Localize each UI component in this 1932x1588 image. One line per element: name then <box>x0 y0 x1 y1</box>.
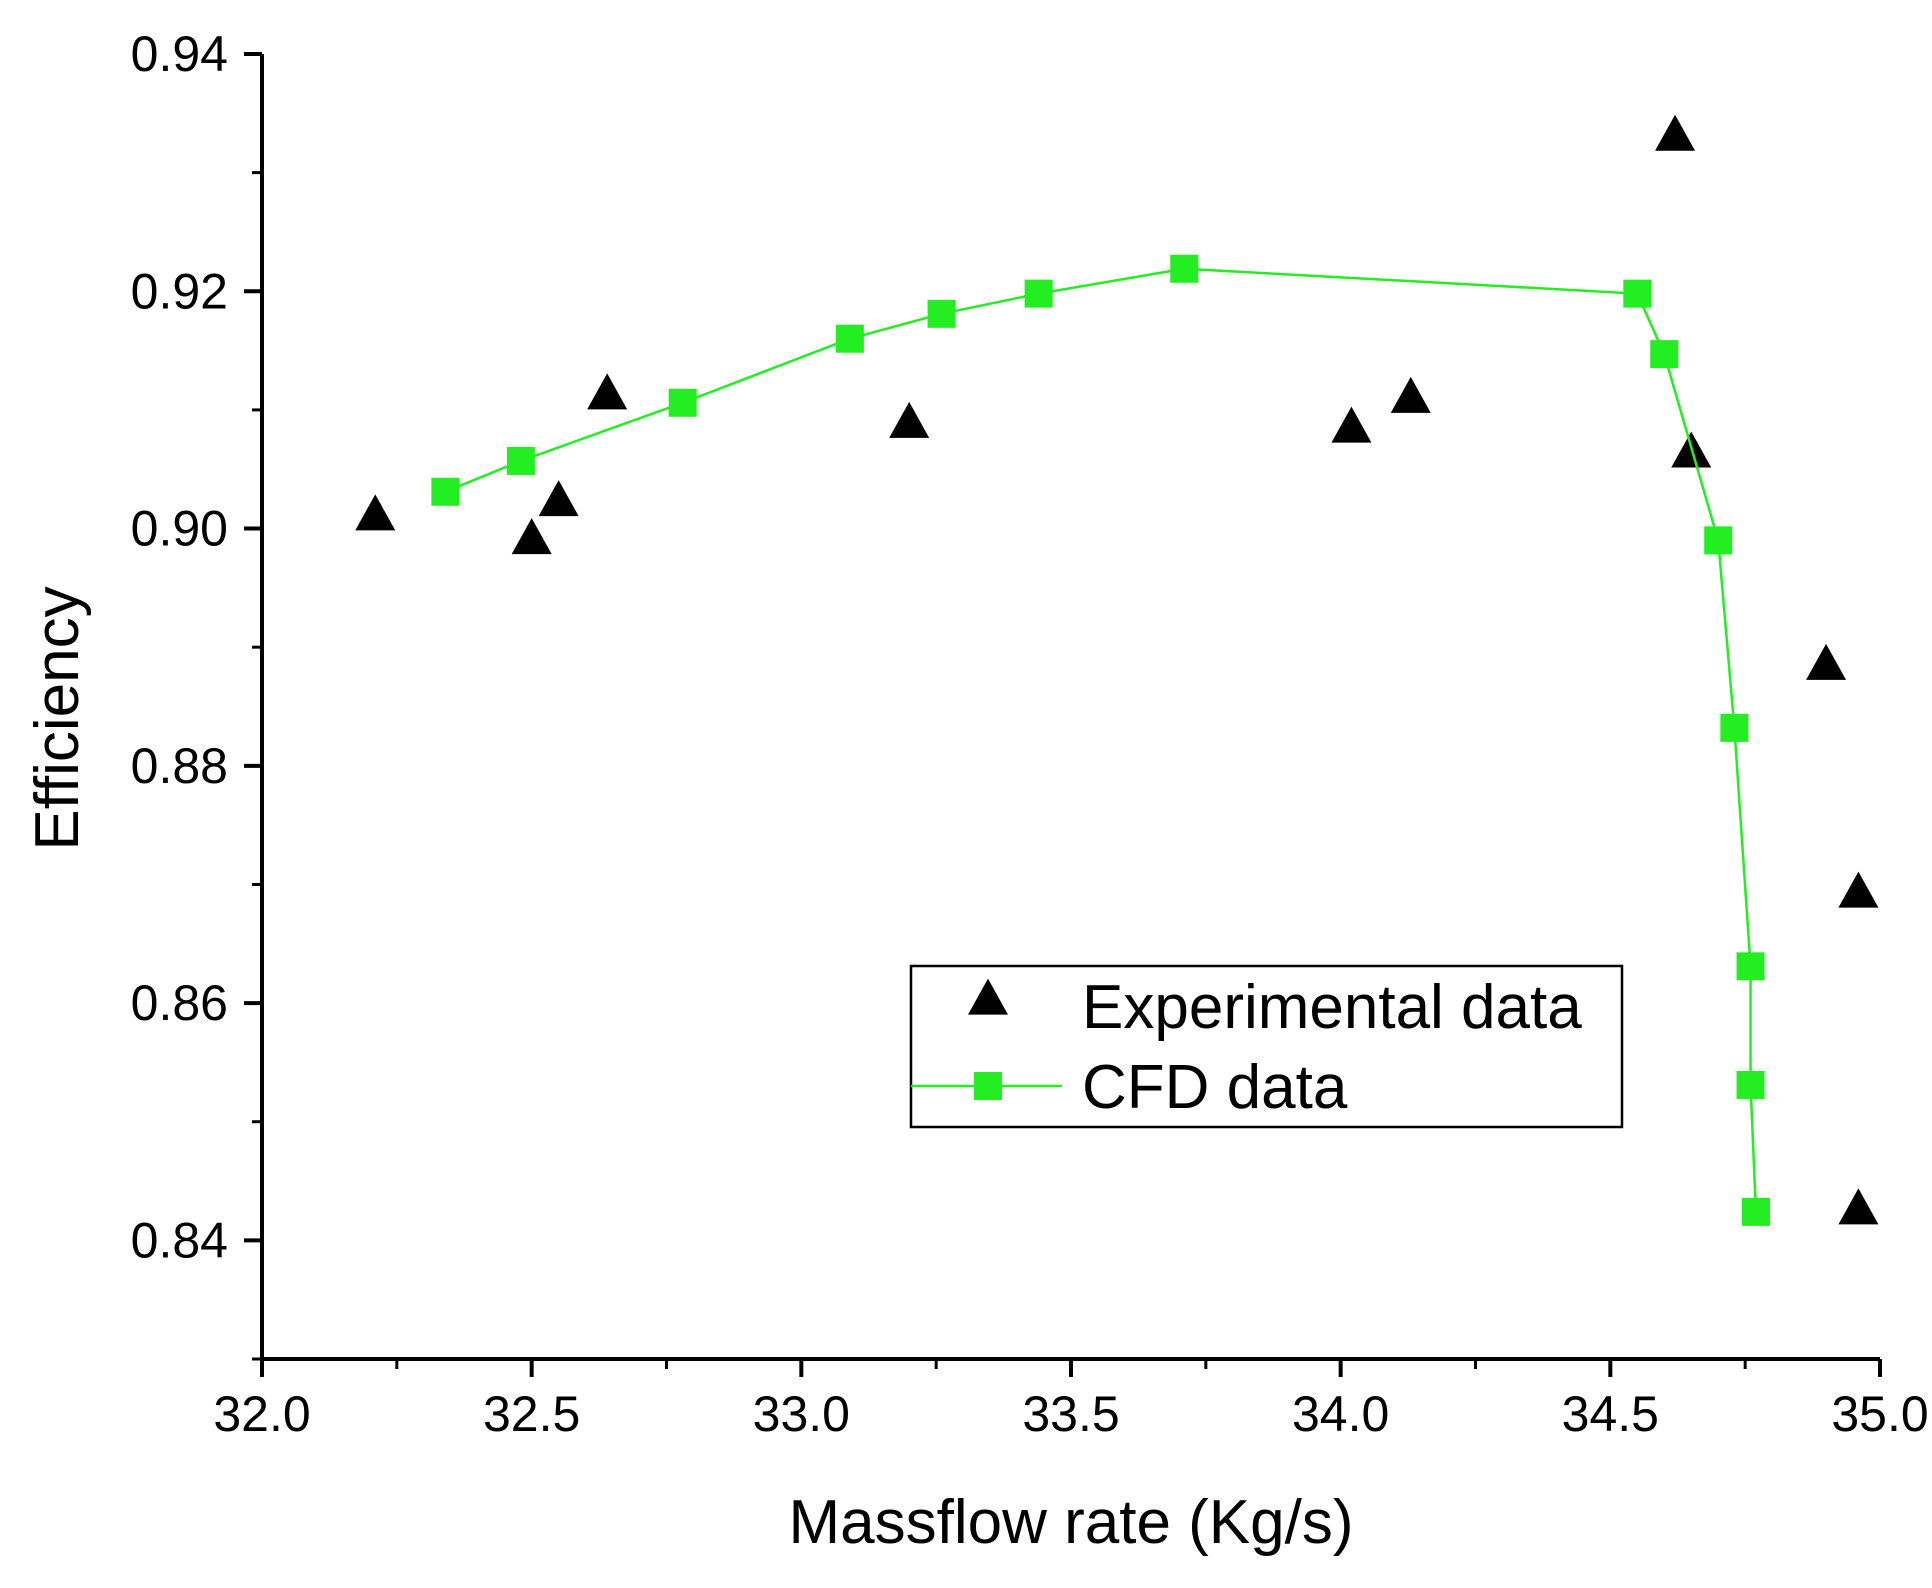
legend-label-experimental: Experimental data <box>1082 973 1582 1042</box>
cfd-data-point <box>1736 1070 1765 1099</box>
cfd-data-point <box>668 388 697 417</box>
x-axis-title: Massflow rate (Kg/s) <box>788 1488 1353 1557</box>
cfd-series-line <box>444 267 1758 1212</box>
legend-triangle-marker <box>968 978 1008 1015</box>
experimental-data-point <box>587 373 628 410</box>
cfd-data-point <box>835 324 864 353</box>
y-tick-label: 0.90 <box>131 501 228 557</box>
series-experimental <box>355 114 1879 1225</box>
cfd-data-point <box>506 446 535 475</box>
ticks: 32.0 32.5 33.0 33.5 34.0 34.5 35.0 0.84 0.86 0.88… <box>131 26 1929 1442</box>
experimental-data-point <box>1655 114 1696 151</box>
experimental-data-point <box>1331 406 1372 443</box>
experimental-data-point <box>511 518 552 555</box>
legend-label-cfd: CFD data <box>1082 1053 1348 1122</box>
y-tick-label: 0.84 <box>131 1212 228 1268</box>
x-tick-label: 32.0 <box>213 1386 310 1442</box>
experimental-data-point <box>1838 1188 1879 1225</box>
y-tick-label: 0.92 <box>131 263 228 319</box>
x-tick-label: 35.0 <box>1831 1386 1928 1442</box>
legend: Experimental data CFD data <box>909 964 1624 1129</box>
experimental-data-point <box>1806 643 1847 680</box>
legend-square-marker <box>974 1072 1002 1100</box>
cfd-data-point <box>1736 952 1765 981</box>
experimental-data-point <box>889 401 930 438</box>
cfd-data-point <box>1704 526 1733 555</box>
experimental-data-point <box>355 494 396 531</box>
legend-box <box>909 964 1624 1129</box>
x-tick-label: 33.5 <box>1022 1386 1119 1442</box>
cfd-data-point <box>1623 279 1652 308</box>
series <box>355 114 1879 1226</box>
cfd-data-point <box>1650 340 1679 369</box>
x-tick-label: 33.0 <box>753 1386 850 1442</box>
y-tick-label: 0.94 <box>131 26 228 82</box>
cfd-data-point <box>1720 713 1749 742</box>
experimental-data-point <box>1838 871 1879 908</box>
axes <box>260 54 1880 1361</box>
x-tick-label: 32.5 <box>483 1386 580 1442</box>
y-tick-label: 0.86 <box>131 975 228 1031</box>
cfd-data-point <box>1024 279 1053 308</box>
cfd-data-point <box>1170 254 1199 283</box>
y-axis-title: Efficiency <box>23 586 92 850</box>
x-tick-label: 34.5 <box>1562 1386 1659 1442</box>
cfd-data-point <box>431 477 460 506</box>
experimental-data-point <box>1390 376 1431 413</box>
experimental-data-point <box>538 480 579 517</box>
cfd-data-point <box>927 299 956 328</box>
x-tick-label: 34.0 <box>1292 1386 1389 1442</box>
cfd-data-point <box>1741 1197 1770 1226</box>
series-cfd <box>431 254 1770 1226</box>
y-tick-label: 0.88 <box>131 738 228 794</box>
